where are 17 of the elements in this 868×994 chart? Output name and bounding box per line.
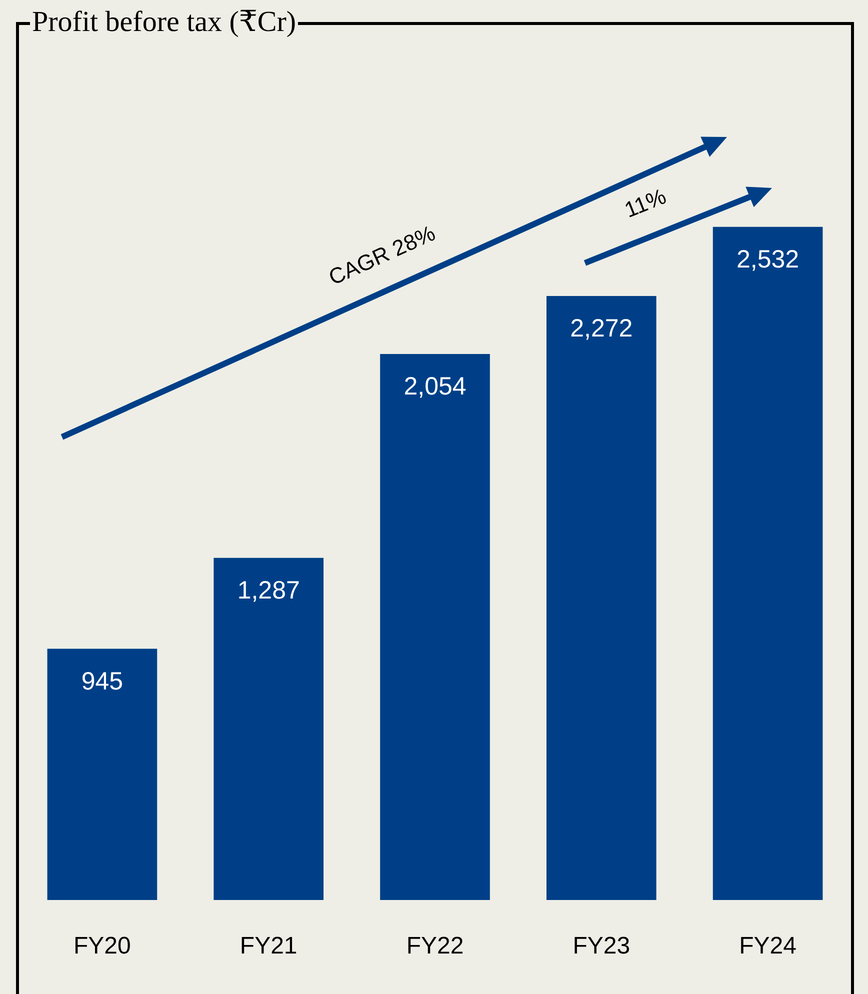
x-tick-label: FY24 xyxy=(739,932,796,960)
bar xyxy=(546,296,656,900)
x-tick-label: FY20 xyxy=(74,932,131,960)
data-label: 945 xyxy=(81,667,124,696)
data-label: 1,287 xyxy=(237,576,300,604)
x-tick-label: FY22 xyxy=(406,932,464,960)
x-tick-label: FY21 xyxy=(240,932,298,960)
annotation: CAGR 28% xyxy=(324,220,439,290)
text: 11% xyxy=(620,184,670,223)
chart-title: Profit before tax (₹Cr) xyxy=(30,4,298,40)
data-label: 2,054 xyxy=(404,372,466,400)
data-label: 2,272 xyxy=(570,314,633,343)
bar xyxy=(214,558,324,900)
bar xyxy=(47,648,158,900)
data-label: 2,532 xyxy=(736,245,800,274)
bar xyxy=(380,354,490,900)
x-tick-label: FY23 xyxy=(572,932,630,960)
